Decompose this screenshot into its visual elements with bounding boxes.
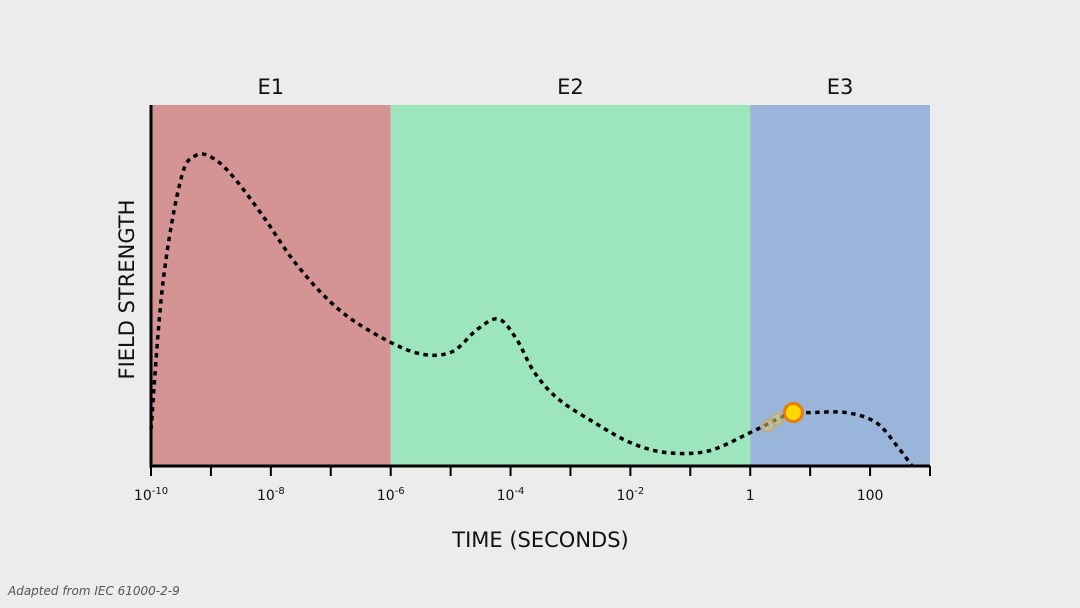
region-e1 bbox=[151, 105, 391, 466]
x-axis-title: TIME (SECONDS) bbox=[451, 528, 628, 552]
x-tick-label: 100 bbox=[857, 488, 884, 504]
marker-dot bbox=[782, 402, 804, 424]
region-label-e3: E3 bbox=[827, 75, 854, 99]
marker-trail-dot bbox=[761, 418, 776, 433]
x-axis-ticks: 10-10 10-8 10-6 10-4 10-2 1 100 bbox=[134, 466, 931, 504]
x-tick-label: 10-10 bbox=[134, 486, 168, 504]
x-tick-label: 10-8 bbox=[257, 486, 285, 504]
x-tick-label: 10-2 bbox=[616, 486, 644, 504]
field-strength-curve bbox=[149, 152, 914, 468]
x-tick-label: 10-6 bbox=[377, 486, 405, 504]
x-tick-label: 10-4 bbox=[497, 486, 525, 504]
region-label-e1: E1 bbox=[258, 75, 285, 99]
y-axis-title: FIELD STRENGTH bbox=[115, 200, 139, 380]
region-label-e2: E2 bbox=[557, 75, 584, 99]
region-labels: E1 E2 E3 bbox=[258, 75, 854, 99]
region-e3 bbox=[750, 105, 930, 466]
source-note: Adapted from IEC 61000-2-9 bbox=[8, 584, 180, 598]
x-tick-label: 1 bbox=[746, 488, 755, 504]
region-backgrounds bbox=[151, 105, 930, 466]
marker-group bbox=[761, 402, 804, 433]
marker-trail-dot bbox=[770, 412, 785, 427]
region-e2 bbox=[390, 105, 751, 466]
